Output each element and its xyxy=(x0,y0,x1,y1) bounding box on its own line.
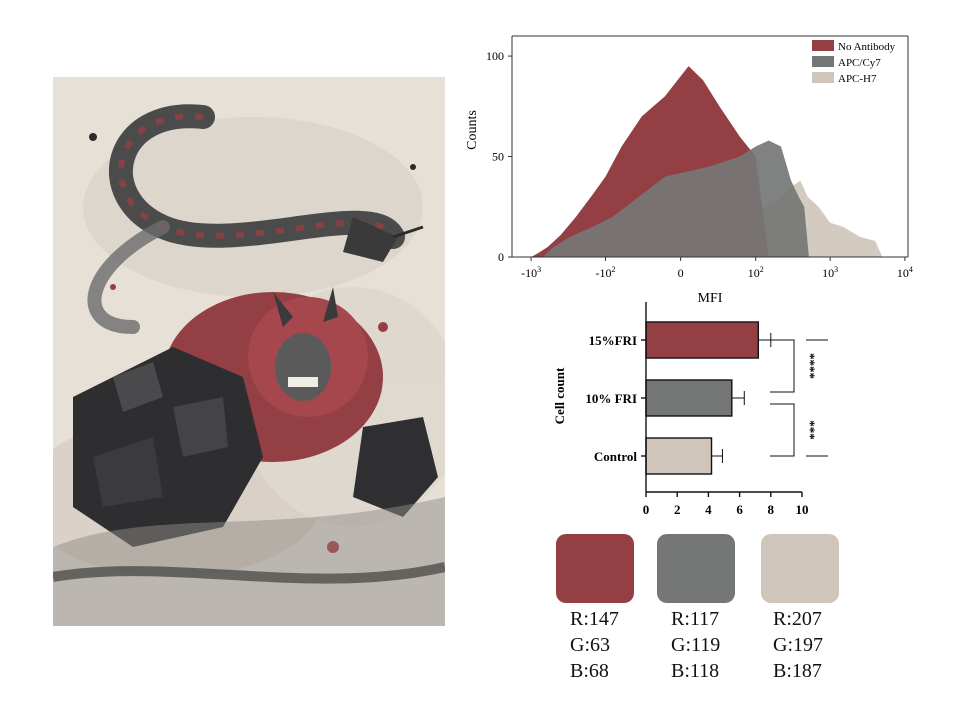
legend-swatch xyxy=(812,72,834,83)
rgb-g: G:63 xyxy=(570,634,610,656)
category-label: 10% FRI xyxy=(585,391,637,406)
rgb-g: G:119 xyxy=(671,634,721,656)
x-tick-label: 104 xyxy=(897,265,913,280)
legend-swatch xyxy=(812,40,834,51)
x-tick-label: 102 xyxy=(748,265,764,280)
rgb-values-red: R:147 G:63 B:68 xyxy=(570,606,670,684)
rgb-r: R:207 xyxy=(773,608,822,630)
rgb-r: R:147 xyxy=(570,608,619,630)
y-tick-label: 50 xyxy=(492,150,504,164)
histogram-series-1 xyxy=(542,140,809,257)
legend-label: No Antibody xyxy=(838,41,896,53)
bar xyxy=(645,437,713,475)
bar-chart: Cell count 15%FRI 10% FRI Control 0 2 4 6 8 10 … xyxy=(548,296,854,520)
x-tick-label: 0 xyxy=(678,266,684,280)
swatch-red xyxy=(556,534,634,603)
artwork-panel xyxy=(23,77,463,626)
swatch-gray xyxy=(657,534,735,603)
bar-x-tick-label: 6 xyxy=(736,502,743,517)
y-tick-label: 0 xyxy=(498,250,504,264)
rgb-b: B:187 xyxy=(773,660,822,682)
swatch-beige xyxy=(761,534,839,603)
x-tick-label: 103 xyxy=(822,265,838,280)
x-tick-label: -102 xyxy=(596,265,616,280)
rgb-r: R:117 xyxy=(671,608,720,630)
bar-x-tick-label: 0 xyxy=(643,502,650,517)
rgb-values-beige: R:207 G:197 B:187 xyxy=(773,606,873,684)
bar-x-tick-label: 4 xyxy=(705,502,712,517)
significance-label: **** xyxy=(803,353,818,379)
significance-bracket xyxy=(770,403,795,457)
bar-x-tick-label: 2 xyxy=(674,502,681,517)
legend-swatch xyxy=(812,56,834,67)
x-tick-label: -103 xyxy=(521,265,541,280)
legend: No Antibody APC/Cy7 APC-H7 xyxy=(812,40,896,85)
rgb-g: G:197 xyxy=(773,634,823,656)
bar-x-tick-label: 10 xyxy=(796,502,809,517)
category-label: 15%FRI xyxy=(589,333,637,348)
ink-warrior-dragon-artwork xyxy=(23,77,463,626)
significance-label: *** xyxy=(803,420,818,440)
histogram-chart: 0 50 100 -103 -102 0 102 103 104 Counts MFI No … xyxy=(456,30,926,306)
bar xyxy=(645,321,760,359)
rgb-values-gray: R:117 G:119 B:118 xyxy=(671,606,771,684)
rgb-b: B:118 xyxy=(671,660,720,682)
bar-x-tick-label: 8 xyxy=(768,502,775,517)
y-tick-label: 100 xyxy=(486,49,504,63)
bar xyxy=(645,379,733,417)
significance-bracket xyxy=(770,339,795,393)
y-axis-label: Counts xyxy=(465,110,480,150)
legend-label: APC-H7 xyxy=(838,73,877,85)
category-label: Control xyxy=(594,449,637,464)
bar-y-axis-label: Cell count xyxy=(552,367,567,424)
legend-label: APC/Cy7 xyxy=(838,57,881,69)
rgb-b: B:68 xyxy=(570,660,609,682)
